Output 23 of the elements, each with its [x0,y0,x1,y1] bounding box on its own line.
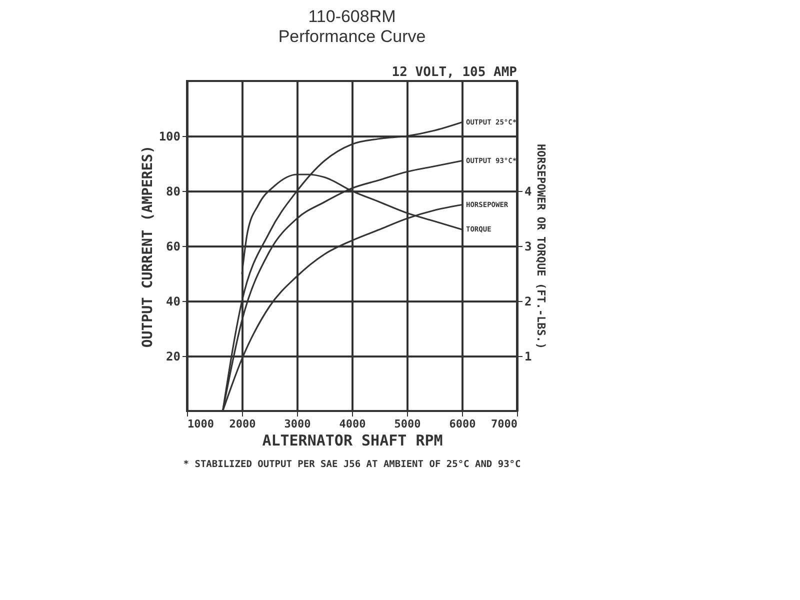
y-axis-title: OUTPUT CURRENT (AMPERES) [140,145,156,348]
y2-axis-title: HORSEPOWER OR TORQUE (FT.-LBS.) [534,144,548,350]
chart-subtitle: Performance Curve [278,27,426,46]
y2-tick-label: 1 [524,350,532,364]
x-tick-label: 4000 [339,418,366,430]
x-tick-label: 2000 [229,418,256,430]
chart-title: 110-608RM [308,7,396,26]
x-tick-label: 5000 [394,418,421,430]
text: 12 VOLT, 105 AMP [392,65,518,80]
y-tick-label: 100 [158,130,180,144]
y2-tick-label: 2 [524,294,532,308]
x-tick-label: 3000 [284,418,311,430]
x-tick-label: 1000 [188,418,214,430]
y-tick-label: 40 [166,294,180,308]
y2-tick-label: 4 [524,184,532,198]
y-tick-label: 60 [166,240,180,254]
y2-tick-label: 3 [524,240,532,254]
text: * STABILIZED OUTPUT PER SAE J56 AT AMBIENT OF 25°C AND 93°C [183,459,522,470]
x-tick-label: 7000 [491,418,518,430]
y-tick-label: 20 [166,350,180,364]
x-axis-title: ALTERNATOR SHAFT RPM [262,432,443,450]
x-tick-label: 6000 [449,418,476,430]
y-tick-label: 80 [166,184,180,198]
